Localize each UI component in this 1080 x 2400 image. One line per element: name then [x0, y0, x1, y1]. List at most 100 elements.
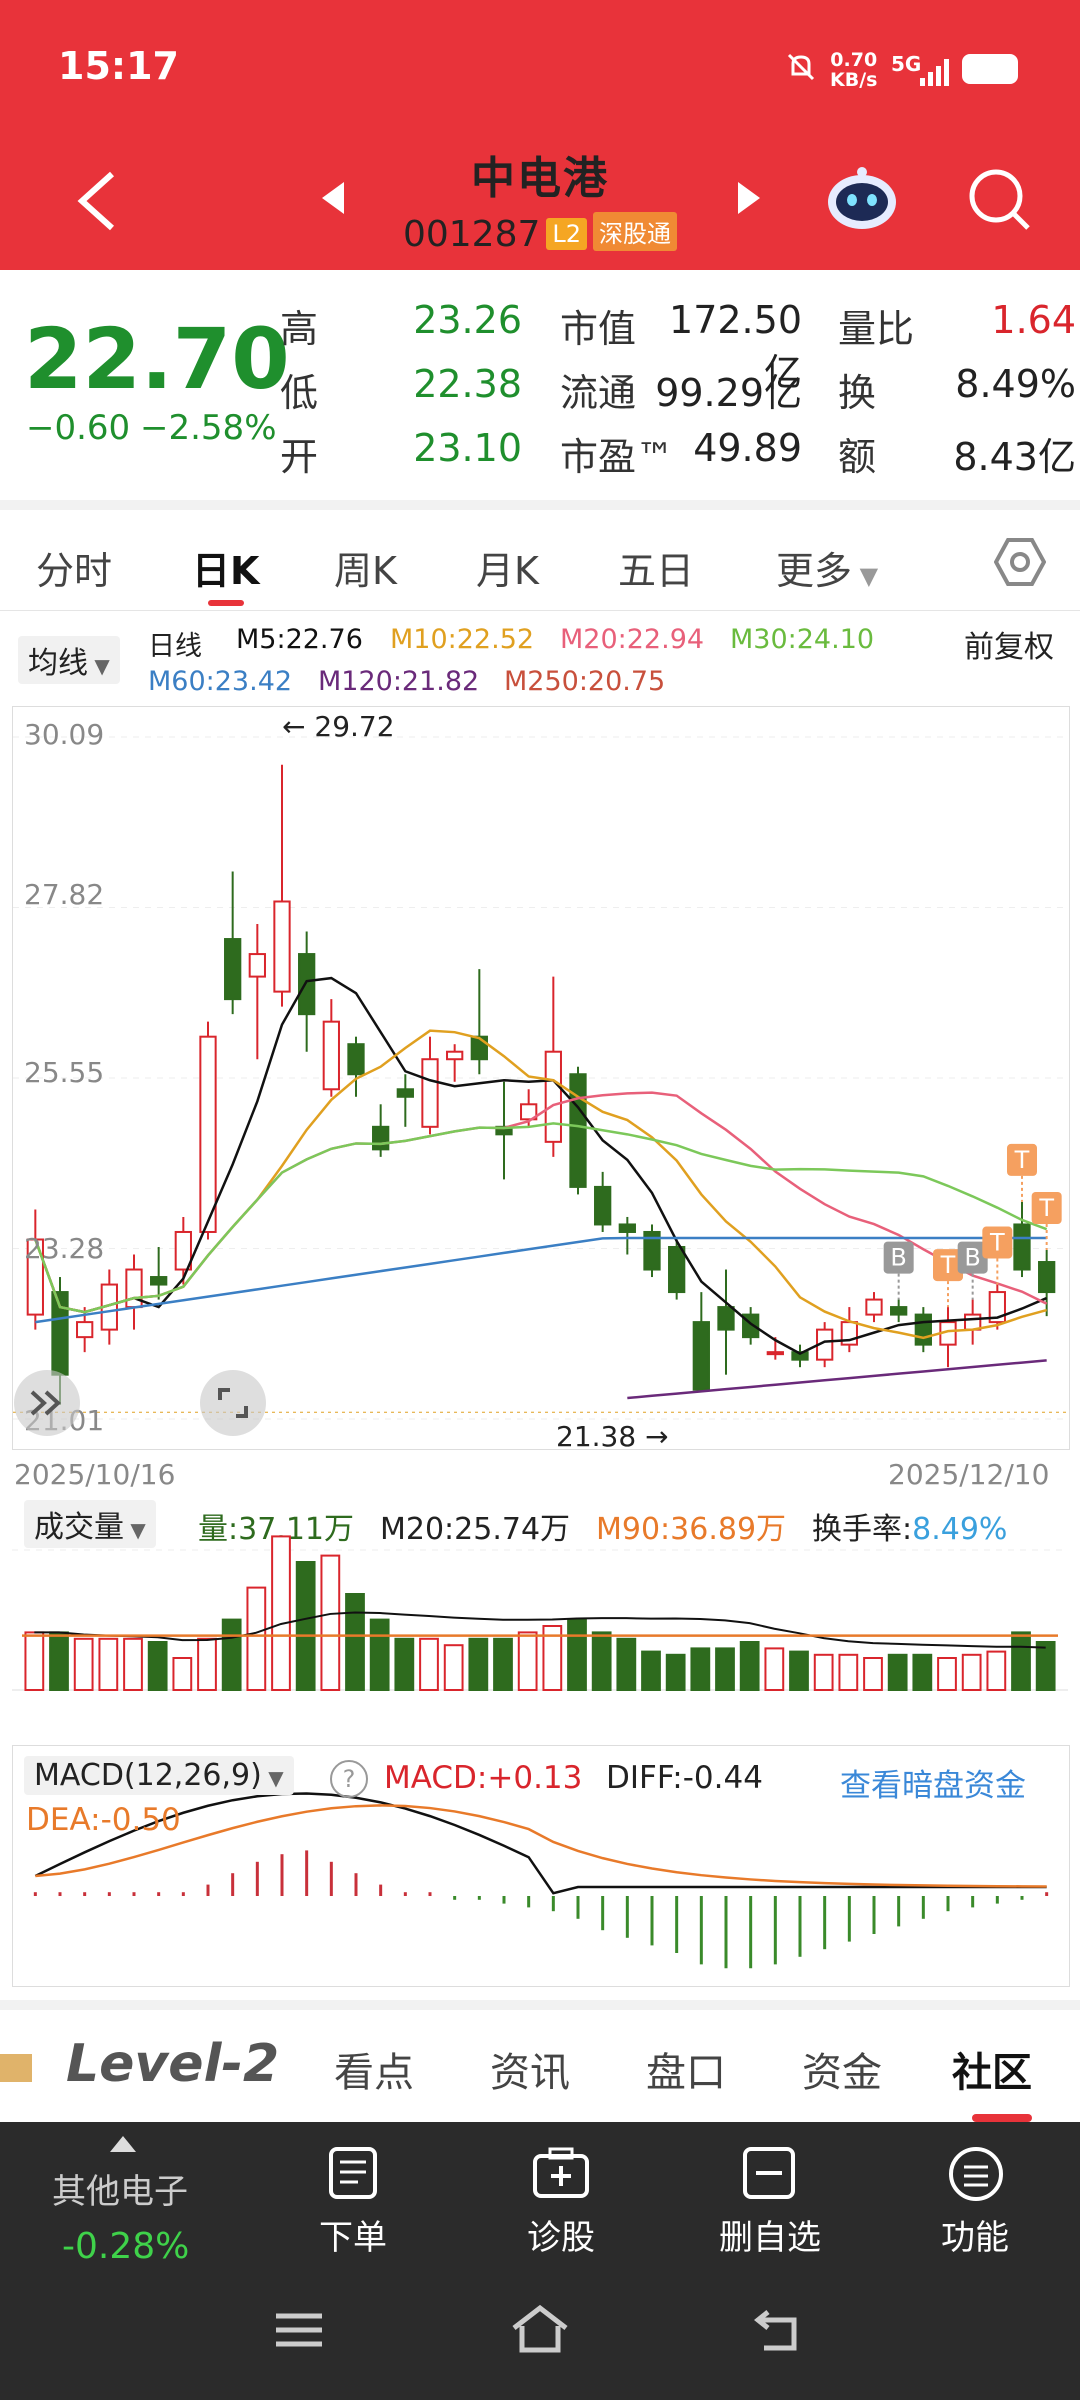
fullscreen-icon[interactable] — [200, 1370, 266, 1436]
candle-body — [1038, 1261, 1056, 1294]
tab-five-day[interactable]: 五日 — [618, 549, 695, 593]
function-button[interactable]: 功能 — [941, 2218, 1009, 2258]
settings-hexagon-icon[interactable] — [993, 536, 1047, 592]
volume-bar — [665, 1653, 686, 1692]
tab-highlights[interactable]: 看点 — [334, 2050, 414, 2096]
adjust-mode[interactable]: 前复权 — [964, 630, 1054, 665]
app-header — [0, 0, 1080, 270]
ma120-line — [627, 1359, 1047, 1400]
trade-marker-label: T — [1014, 1146, 1030, 1174]
sector-name[interactable]: 其他电子 — [52, 2172, 188, 2212]
order-button[interactable]: 下单 — [319, 2218, 387, 2258]
expand-left-icon[interactable] — [14, 1370, 80, 1436]
volume-indicator-button[interactable]: 成交量 ▼ — [24, 1500, 156, 1548]
low-value: 22.38 — [413, 362, 522, 406]
price-change: −0.60 — [26, 408, 131, 448]
ma5-label: M5:22.76 — [236, 624, 363, 655]
remove-watchlist-icon[interactable] — [742, 2146, 796, 2204]
volume-bar — [961, 1653, 982, 1692]
prev-stock-icon[interactable] — [318, 178, 348, 222]
macd-chart[interactable] — [12, 1745, 1070, 1987]
diagnose-icon[interactable] — [532, 2146, 590, 2204]
volratio-label: 量比 — [838, 307, 915, 351]
tab-monthly-k[interactable]: 月K — [476, 549, 539, 593]
macd-svg — [33, 1792, 1049, 1969]
back-icon[interactable] — [72, 166, 122, 240]
volume-bar — [419, 1637, 439, 1692]
tab-weekly-k[interactable]: 周K — [334, 549, 397, 593]
trade-marker-t — [982, 1226, 1013, 1259]
candle-body — [914, 1313, 932, 1346]
menu-icon[interactable] — [274, 2310, 324, 2354]
volume-bar — [49, 1631, 69, 1691]
ma10-line — [34, 1029, 1047, 1340]
candle-body — [865, 1298, 883, 1316]
candle-body — [1013, 1223, 1031, 1271]
volume-chart[interactable] — [12, 1490, 1068, 1730]
macd-indicator-button[interactable]: MACD(12,26,9) ▼ — [24, 1756, 294, 1795]
tab-more[interactable]: 更多 ▼ — [776, 549, 879, 593]
candle-body — [717, 1306, 735, 1331]
robot-assistant-icon[interactable] — [824, 166, 900, 236]
candle-body — [470, 1035, 488, 1061]
remove-watchlist-button[interactable]: 删自选 — [719, 2218, 821, 2258]
volume-bar — [468, 1637, 489, 1692]
back-nav-icon[interactable] — [753, 2306, 804, 2356]
trade-marker-label: B — [964, 1244, 980, 1272]
volume-bar — [591, 1631, 612, 1691]
stock-code-row: 001287 L2 深股通 — [0, 212, 1080, 255]
candle-body — [569, 1073, 587, 1188]
home-icon[interactable] — [510, 2304, 570, 2358]
tab-funds[interactable]: 资金 — [802, 2050, 882, 2096]
tab-news[interactable]: 资讯 — [490, 2050, 570, 2096]
help-icon[interactable]: ? — [330, 1760, 368, 1798]
diagnose-button[interactable]: 诊股 — [527, 2218, 595, 2258]
ma10-label: M10:22.52 — [390, 624, 535, 655]
y-tick-0: 30.09 — [24, 718, 105, 751]
candle-body — [791, 1351, 809, 1361]
chevron-down-icon: ▼ — [88, 654, 110, 678]
y-tick-2: 25.55 — [24, 1056, 105, 1089]
function-icon[interactable] — [948, 2146, 1004, 2206]
ma120-label: M120:21.82 — [318, 666, 480, 697]
candle-body — [224, 938, 242, 1001]
stock-code: 001287 — [402, 214, 541, 255]
volume-bar — [1035, 1641, 1056, 1691]
volume-bar — [73, 1637, 94, 1692]
stock-name: 中电港 — [471, 153, 609, 204]
macd-value: MACD:+0.13 — [384, 1760, 583, 1796]
candle-body — [372, 1125, 390, 1151]
candle-body — [643, 1230, 661, 1271]
candle-body — [890, 1306, 908, 1316]
tab-intraday[interactable]: 分时 — [36, 549, 113, 593]
candle-body — [125, 1268, 143, 1309]
tab-community[interactable]: 社区 — [952, 2050, 1032, 2096]
dark-pool-link[interactable]: 查看暗盘资金 — [840, 1768, 1026, 1804]
trade-marker-t — [1031, 1192, 1062, 1225]
ma60-label: M60:23.42 — [148, 666, 293, 697]
search-icon[interactable] — [964, 164, 1034, 238]
diff-line — [34, 1792, 1047, 1895]
volume-bar — [271, 1535, 291, 1692]
tab-daily-k[interactable]: 日K — [192, 549, 260, 593]
volume-bar — [320, 1554, 341, 1691]
network-speed: 0.70 KB/s — [830, 49, 878, 91]
signal-icon — [918, 54, 954, 92]
candle-body — [988, 1291, 1006, 1324]
tab-level2[interactable]: Level-2 — [66, 2034, 280, 2094]
ma-select-button[interactable]: 均线 ▼ — [18, 636, 120, 684]
volume-bar — [739, 1641, 760, 1691]
candle-body — [76, 1321, 94, 1339]
float-value: 99.29亿 — [655, 371, 802, 415]
next-stock-icon[interactable] — [734, 178, 764, 222]
turnover-rate: 换手率:8.49% — [812, 1512, 1008, 1547]
order-icon[interactable] — [328, 2146, 378, 2204]
trade-marker-b — [883, 1241, 914, 1274]
volume-bar — [813, 1653, 834, 1692]
volratio-value: 1.64 — [991, 298, 1076, 342]
tab-orderbook[interactable]: 盘口 — [646, 2050, 726, 2096]
candle-body — [520, 1103, 538, 1121]
volume-bar — [147, 1641, 168, 1691]
